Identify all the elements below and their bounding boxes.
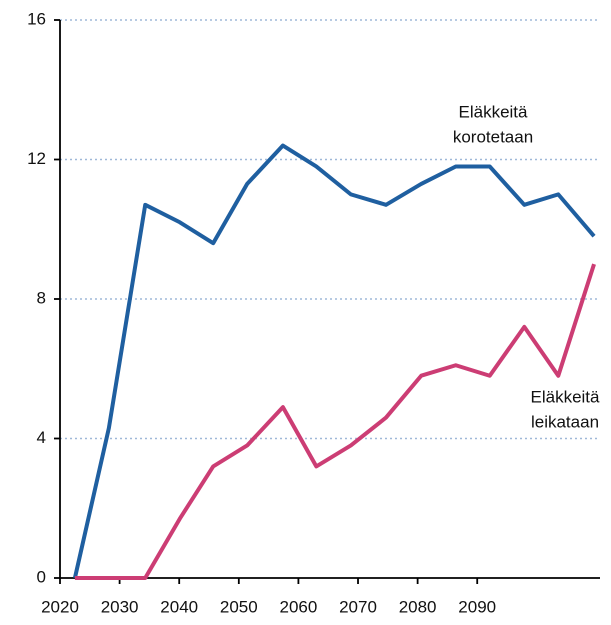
- series-line: [74, 263, 596, 580]
- y-tick-label: 4: [37, 428, 46, 447]
- x-tick-label: 2090: [458, 597, 496, 616]
- x-tick-label: 2060: [279, 597, 317, 616]
- x-tick-label: 2020: [41, 597, 79, 616]
- y-tick-label: 12: [27, 149, 46, 168]
- series-line: [72, 143, 596, 579]
- annotation: Eläkkeitä: [459, 102, 529, 121]
- annotation: leikataan: [531, 412, 599, 431]
- y-tick-label: 16: [27, 9, 46, 28]
- y-tick-label: 8: [37, 288, 46, 307]
- x-tick-label: 2050: [220, 597, 258, 616]
- x-tick-label: 2040: [160, 597, 198, 616]
- x-tick-label: 2070: [339, 597, 377, 616]
- annotation: Eläkkeitä: [531, 387, 601, 406]
- x-tick-label: 2030: [101, 597, 139, 616]
- x-tick-label: 2080: [399, 597, 437, 616]
- annotation: korotetaan: [453, 127, 533, 146]
- y-tick-label: 0: [37, 567, 46, 586]
